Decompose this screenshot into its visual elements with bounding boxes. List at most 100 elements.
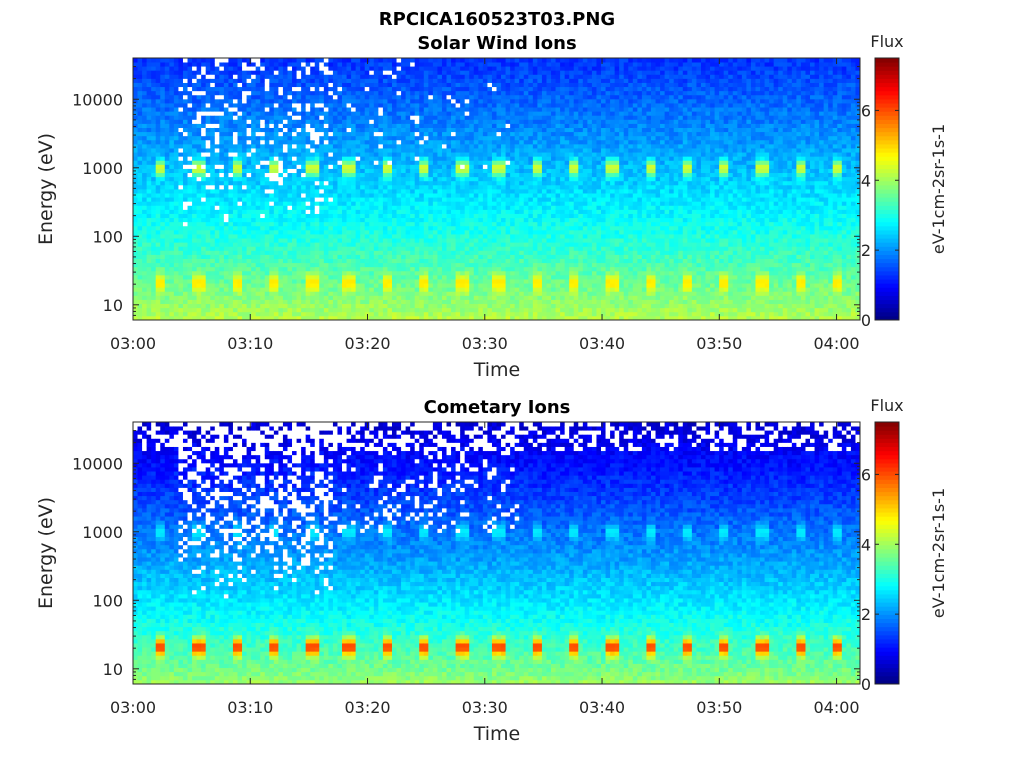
- heatmap-cell: [319, 62, 325, 67]
- heatmap-cell: [260, 160, 266, 165]
- heatmap-cell: [342, 107, 347, 112]
- heatmap-cell: [205, 266, 211, 272]
- heatmap-cell: [260, 217, 266, 223]
- heatmap-cell: [314, 197, 320, 202]
- heatmap-cell: [401, 221, 407, 227]
- heatmap-cell: [187, 176, 193, 182]
- heatmap-cell: [282, 242, 288, 247]
- heatmap-cell: [260, 201, 266, 206]
- heatmap-cell: [414, 176, 420, 182]
- heatmap-cell: [142, 229, 148, 235]
- heatmap-cell: [437, 90, 443, 96]
- heatmap-cell: [255, 111, 261, 116]
- heatmap-cell: [360, 287, 366, 292]
- heatmap-cell: [460, 119, 466, 124]
- heatmap-cell: [414, 66, 420, 71]
- heatmap-cell: [142, 221, 148, 227]
- heatmap-cell: [441, 156, 447, 161]
- heatmap-cell: [446, 193, 452, 198]
- heatmap-cell: [142, 254, 148, 259]
- heatmap-cell: [396, 135, 402, 141]
- heatmap-cell: [160, 131, 166, 137]
- heatmap-cell: [364, 238, 370, 243]
- heatmap-cell: [178, 213, 184, 219]
- heatmap-cell: [473, 168, 479, 174]
- heatmap-cell: [332, 107, 338, 112]
- heatmap-cell: [210, 209, 216, 214]
- heatmap-cell: [146, 295, 152, 300]
- heatmap-cell: [201, 250, 207, 255]
- heatmap-cell: [423, 152, 429, 157]
- heatmap-cell: [355, 180, 361, 186]
- heatmap-cell: [219, 246, 225, 251]
- heatmap-cell: [351, 315, 357, 321]
- heatmap-cell: [232, 103, 238, 108]
- heatmap-cell: [155, 307, 161, 313]
- heatmap-cell: [446, 164, 452, 169]
- heatmap-cell: [273, 135, 279, 141]
- heatmap-cell: [164, 156, 170, 161]
- heatmap-cell: [201, 266, 207, 272]
- heatmap-cell: [232, 66, 238, 71]
- heatmap-cell: [369, 103, 375, 108]
- heatmap-cell: [201, 307, 207, 313]
- heatmap-cell: [210, 246, 216, 251]
- heatmap-cell: [446, 250, 452, 255]
- heatmap-cell: [146, 131, 152, 137]
- heatmap-cell: [232, 213, 238, 219]
- heatmap-cell: [428, 189, 434, 194]
- heatmap-cell: [201, 262, 207, 268]
- heatmap-cell: [310, 307, 316, 313]
- heatmap-cell: [223, 131, 229, 137]
- heatmap-cell: [387, 201, 393, 206]
- heatmap-cell: [178, 115, 184, 120]
- heatmap-cell: [182, 164, 188, 169]
- heatmap-cell: [460, 242, 466, 247]
- heatmap-cell: [446, 283, 452, 288]
- heatmap-cell: [214, 107, 220, 112]
- heatmap-cell: [173, 205, 179, 210]
- heatmap-cell: [346, 217, 352, 223]
- heatmap-cell: [142, 74, 148, 79]
- heatmap-cell: [192, 139, 198, 145]
- heatmap-cell: [219, 180, 225, 186]
- heatmap-cell: [137, 123, 143, 128]
- heatmap-cell: [310, 279, 316, 284]
- heatmap-cell: [405, 70, 411, 75]
- heatmap-cell: [328, 283, 334, 288]
- heatmap-cell: [228, 90, 234, 96]
- heatmap-cell: [223, 295, 229, 300]
- heatmap-cell: [473, 238, 479, 243]
- heatmap-cell: [478, 66, 484, 71]
- heatmap-cell: [419, 184, 425, 190]
- heatmap-cell: [164, 123, 170, 128]
- heatmap-cell: [178, 78, 184, 83]
- heatmap-cell: [155, 283, 161, 288]
- heatmap-cell: [264, 86, 270, 92]
- heatmap-cell: [273, 299, 279, 305]
- heatmap-cell: [314, 107, 320, 112]
- heatmap-cell: [205, 287, 211, 292]
- heatmap-cell: [296, 221, 302, 227]
- heatmap-cell: [473, 176, 479, 182]
- heatmap-cell: [437, 58, 443, 63]
- heatmap-cell: [378, 283, 384, 288]
- heatmap-cell: [228, 258, 234, 264]
- heatmap-cell: [142, 156, 148, 161]
- heatmap-cell: [273, 303, 279, 309]
- heatmap-cell: [464, 184, 470, 190]
- heatmap-cell: [255, 311, 261, 317]
- heatmap-cell: [201, 225, 207, 231]
- heatmap-cell: [319, 172, 325, 178]
- heatmap-cell: [332, 287, 338, 292]
- heatmap-cell: [223, 86, 229, 92]
- heatmap-cell: [410, 143, 416, 149]
- heatmap-cell: [232, 315, 238, 321]
- heatmap-cell: [228, 246, 234, 251]
- heatmap-cell: [482, 115, 488, 120]
- heatmap-cell: [382, 94, 388, 100]
- heatmap-cell: [137, 94, 143, 100]
- heatmap-cell: [232, 168, 238, 174]
- heatmap-cell: [237, 201, 243, 206]
- heatmap-cell: [482, 94, 488, 100]
